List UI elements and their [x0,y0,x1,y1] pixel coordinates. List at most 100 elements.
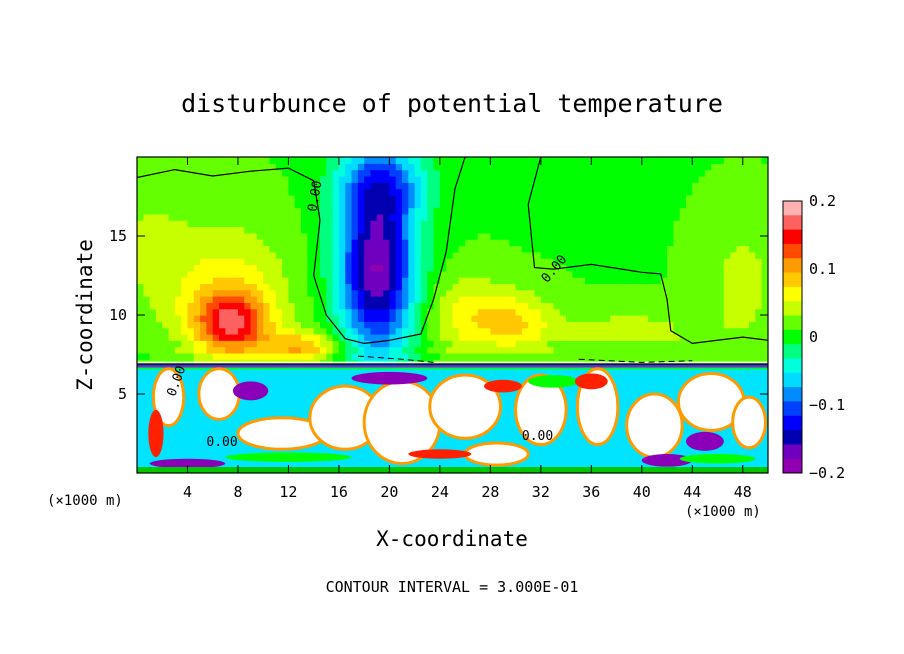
heatmap-cell [597,157,605,164]
heatmap-cell [711,169,719,177]
heatmap-cell [288,302,296,310]
heatmap-cell [723,321,731,329]
heatmap-cell [326,283,334,291]
heatmap-cell [692,169,700,177]
heatmap-cell [471,163,479,171]
heatmap-cell [452,289,460,297]
heatmap-cell [345,239,353,247]
heatmap-cell [742,213,750,221]
heatmap-cell [654,182,662,190]
heatmap-cell [559,283,567,291]
heatmap-cell [484,302,491,310]
heatmap-cell [660,194,668,202]
heatmap-cell [408,296,416,303]
heatmap-cell [458,340,466,348]
heatmap-cell [193,315,201,322]
heatmap-cell [654,289,662,297]
heatmap-cell [288,194,296,202]
heatmap-cell [641,175,649,183]
heatmap-cell [313,346,321,354]
heatmap-cell [477,194,485,202]
heatmap-cell [502,226,510,234]
heatmap-cell [137,207,144,215]
heatmap-cell [723,333,731,341]
heatmap-cell [155,258,163,266]
heatmap-cell [458,239,466,247]
heatmap-cell [420,296,428,303]
heatmap-cell [155,333,163,341]
heatmap-cell [408,315,416,322]
heatmap-cell [181,315,189,322]
heatmap-cell [641,308,649,316]
heatmap-cell [357,346,365,354]
heatmap-cell [654,245,662,253]
heatmap-cell [219,346,226,354]
heatmap-cell [591,264,599,272]
heatmap-cell [629,340,637,348]
heatmap-cell [168,327,176,335]
heatmap-cell [471,302,479,310]
heatmap-cell [357,232,365,240]
heatmap-cell [566,264,573,272]
heatmap-cell [749,251,756,259]
heatmap-cell [597,163,605,171]
heatmap-cell [496,232,504,240]
heatmap-cell [742,308,750,316]
heatmap-cell [212,251,220,259]
heatmap-cell [338,182,346,190]
heatmap-cell [149,296,157,303]
heatmap-cell [717,182,725,190]
heatmap-cell [149,207,157,215]
heatmap-cell [711,302,719,310]
heatmap-cell [591,220,599,228]
heatmap-cell [641,169,649,177]
heatmap-cell [610,296,618,303]
heatmap-cell [389,315,397,322]
heatmap-cell [730,289,738,297]
heatmap-cell [534,245,542,253]
heatmap-cell [162,157,170,164]
heatmap-cell [395,321,403,329]
heatmap-cell [534,175,542,183]
heatmap-cell [635,315,643,322]
heatmap-cell [345,283,353,291]
heatmap-cell [345,302,353,310]
heatmap-cell [275,175,283,183]
heatmap-cell [219,296,226,303]
heatmap-cell [149,277,157,284]
heatmap-cell [704,182,712,190]
heatmap-cell [326,220,334,228]
heatmap-cell [376,315,384,322]
heatmap-cell [685,264,693,272]
heatmap-cell [231,163,239,171]
heatmap-cell [484,194,491,202]
heatmap-cell [275,213,283,221]
heatmap-cell [383,157,390,164]
heatmap-cell [294,245,302,253]
heatmap-cell [603,163,611,171]
heatmap-cell [717,315,725,322]
heatmap-cell [326,207,334,215]
heatmap-cell [458,182,466,190]
heatmap-cell [408,188,416,196]
heatmap-cell [326,251,334,259]
heatmap-cell [174,245,182,253]
heatmap-cell [736,315,744,322]
heatmap-cell [736,175,744,183]
heatmap-cell [326,169,334,177]
heatmap-cell [730,207,738,215]
heatmap-cell [402,169,409,177]
heatmap-cell [496,327,504,335]
heatmap-cell [679,163,687,171]
heatmap-cell [654,352,662,360]
heatmap-cell [622,277,630,284]
heatmap-cell [231,308,239,316]
heatmap-cell [143,327,151,335]
heatmap-cell [256,333,264,341]
heatmap-cell [326,321,334,329]
heatmap-cell [458,270,466,278]
heatmap-cell [610,352,618,360]
heatmap-cell [723,207,731,215]
heatmap-cell [521,264,529,272]
heatmap-cell [200,207,208,215]
